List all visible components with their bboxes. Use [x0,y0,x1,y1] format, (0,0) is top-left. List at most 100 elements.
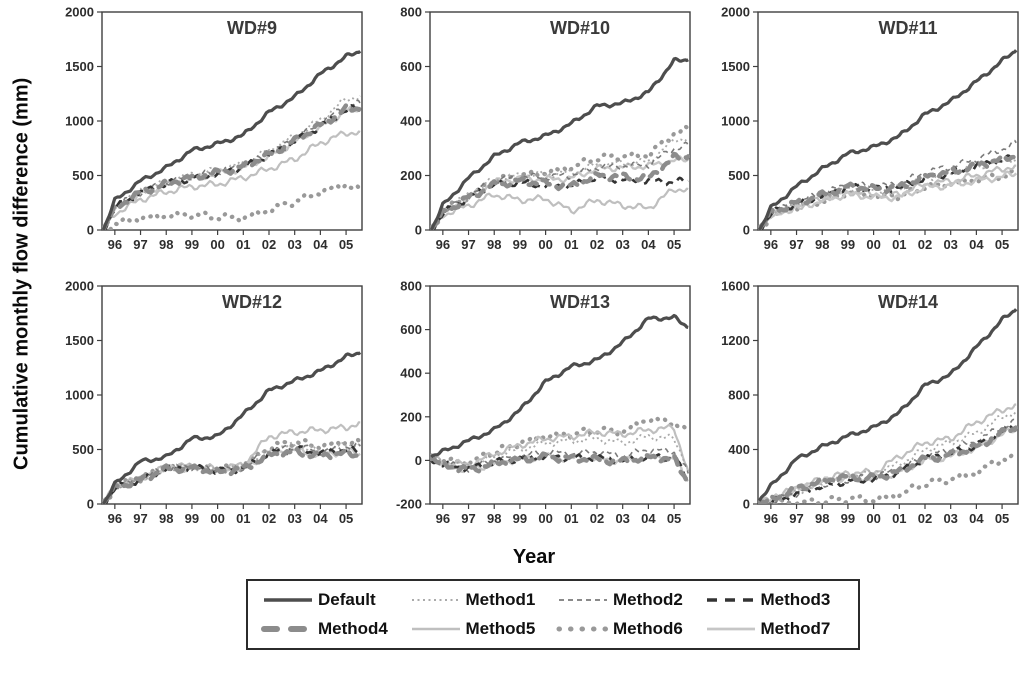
svg-text:500: 500 [72,168,94,183]
svg-text:400: 400 [400,114,422,129]
svg-text:1000: 1000 [65,114,94,129]
svg-text:96: 96 [108,511,122,526]
svg-text:2000: 2000 [65,279,94,294]
legend-label-method3: Method3 [760,590,831,609]
svg-text:97: 97 [461,237,475,252]
svg-text:05: 05 [667,237,681,252]
svg-text:03: 03 [943,237,957,252]
svg-text:WD#10: WD#10 [550,18,610,38]
svg-text:1200: 1200 [721,333,750,348]
svg-text:00: 00 [210,511,224,526]
svg-text:02: 02 [262,511,276,526]
svg-text:1500: 1500 [721,59,750,74]
svg-text:99: 99 [841,237,855,252]
legend-line-sample-method3 [706,598,755,602]
svg-text:-200: -200 [396,497,422,512]
svg-text:05: 05 [667,511,681,526]
svg-text:0: 0 [415,223,422,238]
svg-text:500: 500 [72,442,94,457]
svg-text:99: 99 [185,237,199,252]
svg-text:800: 800 [728,388,750,403]
svg-text:03: 03 [287,237,301,252]
chart-wd13: -200 0 200 400 600 800 96 97 98 99 00 01 02 03 04 05 WD#… [396,279,691,526]
svg-text:01: 01 [236,237,250,252]
svg-text:05: 05 [339,237,353,252]
svg-text:00: 00 [210,237,224,252]
svg-text:01: 01 [564,237,578,252]
svg-text:03: 03 [615,511,629,526]
legend-label-method7: Method7 [760,619,831,638]
svg-text:96: 96 [764,237,778,252]
chart-wd14: 0 400 800 1200 1600 96 97 98 99 00 01 02 03 04 05 WD#14 [721,279,1019,526]
svg-text:0: 0 [743,223,750,238]
svg-text:1000: 1000 [721,114,750,129]
svg-text:03: 03 [943,511,957,526]
svg-text:97: 97 [789,237,803,252]
svg-text:96: 96 [436,237,450,252]
legend-item-method3: Method3 [703,590,847,610]
svg-text:98: 98 [159,237,173,252]
svg-text:0: 0 [87,497,94,512]
svg-text:WD#9: WD#9 [227,18,277,38]
svg-text:04: 04 [313,511,328,526]
legend-item-method4: Method4 [260,619,404,639]
svg-text:99: 99 [185,511,199,526]
y-axis-label: Cumulative monthly flow difference (mm) [10,77,33,471]
svg-text:02: 02 [918,237,932,252]
svg-text:600: 600 [400,322,422,337]
legend-line-sample-method5 [411,627,460,631]
svg-text:02: 02 [590,511,604,526]
svg-text:WD#11: WD#11 [878,18,937,38]
svg-text:96: 96 [108,237,122,252]
svg-text:99: 99 [513,511,527,526]
plots-area: Cumulative monthly flow difference (mm) … [0,4,1024,544]
svg-text:02: 02 [262,237,276,252]
svg-text:04: 04 [641,237,656,252]
svg-text:99: 99 [513,237,527,252]
x-axis-label: Year [512,546,556,568]
legend-line-sample-method1 [411,599,460,601]
svg-text:97: 97 [133,511,147,526]
svg-text:05: 05 [995,237,1009,252]
legend-label-default: Default [318,590,376,609]
legend-label-method4: Method4 [318,619,388,638]
legend: Default Method1 Method2 Method3 Method4 Metho… [246,579,860,650]
legend-item-method7: Method7 [703,619,847,639]
svg-text:01: 01 [892,511,906,526]
chart-wd9: 0 500 1000 1500 2000 96 97 98 99 00 01 02 03 04 05 WD#9 [65,5,363,252]
svg-text:05: 05 [339,511,353,526]
svg-text:04: 04 [969,511,984,526]
legend-label-method5: Method5 [465,619,536,638]
svg-text:96: 96 [436,511,450,526]
svg-text:1000: 1000 [65,388,94,403]
svg-text:97: 97 [789,511,803,526]
svg-text:98: 98 [487,237,501,252]
legend-line-sample-method4 [261,626,315,632]
svg-text:1600: 1600 [721,279,750,294]
svg-text:03: 03 [615,237,629,252]
svg-text:98: 98 [159,511,173,526]
legend-label-method1: Method1 [465,590,536,609]
svg-text:1500: 1500 [65,59,94,74]
svg-text:01: 01 [892,237,906,252]
svg-text:200: 200 [400,168,422,183]
legend-label-method6: Method6 [613,619,683,638]
svg-text:97: 97 [133,237,147,252]
svg-text:WD#13: WD#13 [550,292,610,312]
legend-item-default: Default [260,590,404,610]
svg-text:05: 05 [995,511,1009,526]
legend-item-method5: Method5 [408,619,552,639]
svg-text:00: 00 [538,237,552,252]
svg-text:02: 02 [918,511,932,526]
svg-text:WD#12: WD#12 [222,292,282,312]
svg-text:WD#14: WD#14 [878,292,938,312]
svg-text:04: 04 [313,237,328,252]
legend-item-method2: Method2 [555,590,699,610]
svg-text:98: 98 [815,237,829,252]
svg-text:01: 01 [236,511,250,526]
svg-text:200: 200 [400,409,422,424]
svg-text:0: 0 [87,223,94,238]
svg-text:500: 500 [728,168,750,183]
legend-label-method2: Method2 [613,590,683,609]
svg-text:00: 00 [866,511,880,526]
